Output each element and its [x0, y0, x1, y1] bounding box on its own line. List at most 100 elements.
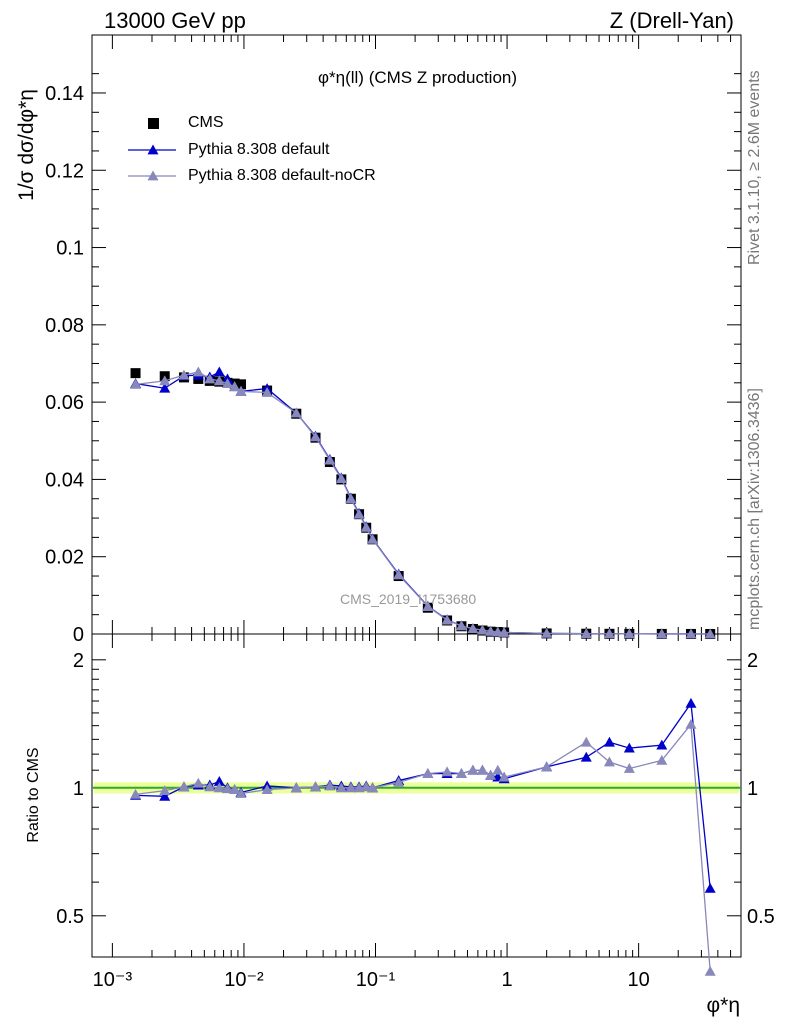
- main-series-point: [178, 369, 190, 380]
- ratio-series-point: [345, 782, 357, 793]
- main-series-point: [290, 407, 302, 418]
- main-series-point: [685, 628, 697, 639]
- legend-nocr: Pythia 8.308 default-noCR: [188, 167, 376, 184]
- legend-default: Pythia 8.308 default: [188, 141, 330, 158]
- header-left: 13000 GeV pp: [104, 8, 246, 33]
- ratio-series-point: [656, 739, 668, 750]
- main-series-point: [498, 626, 510, 637]
- ratio-series-point: [204, 781, 216, 792]
- main-series-point: [222, 378, 234, 388]
- main-series-point: [345, 493, 357, 504]
- ratio-series-point: [159, 790, 171, 801]
- main-series-point: [213, 375, 225, 386]
- main-series-point: [310, 431, 322, 442]
- ratio-series-point: [393, 776, 405, 787]
- y-tick-label: 0.14: [45, 83, 84, 105]
- main-series-point: [656, 628, 668, 639]
- main-series-point: [324, 454, 336, 465]
- plot-title: φ*η(ll) (CMS Z production): [318, 68, 517, 88]
- ratio-series-point: [704, 965, 716, 976]
- main-series-point: [235, 385, 247, 396]
- main-series-point: [159, 382, 171, 393]
- main-series-point: [335, 473, 347, 484]
- main-series-point: [229, 381, 241, 392]
- ratio-series-point: [485, 769, 497, 780]
- legend-default-marker: [147, 144, 159, 155]
- ratio-y-tick-label-right: 0.5: [747, 906, 775, 928]
- y-tick-label: 0.08: [45, 315, 84, 337]
- legend-cms-marker: [148, 118, 159, 129]
- cms-data-point: [130, 368, 141, 379]
- x-tick-label: 10⁻²: [224, 969, 264, 991]
- ratio-y-tick-label-right: 2: [747, 650, 758, 672]
- ratio-series-point: [623, 763, 635, 773]
- x-axis-title: φ*η: [707, 994, 740, 1017]
- ratio-series-point: [492, 764, 504, 775]
- main-series-point: [192, 366, 204, 377]
- legend-nocr-marker: [147, 170, 159, 181]
- main-series-point: [367, 533, 379, 544]
- main-series-point: [213, 366, 225, 377]
- ratio-series-point: [623, 742, 635, 753]
- ratio-series-point: [130, 788, 142, 799]
- ratio-series-point: [476, 764, 488, 775]
- ratio-series-point: [704, 882, 716, 893]
- ratio-series-point: [235, 787, 247, 798]
- y-tick-label: 0.02: [45, 547, 84, 569]
- main-series-point: [603, 628, 615, 639]
- ratio-series-point: [310, 781, 322, 792]
- rivet-label: Rivet 3.1.10, ≥ 2.6M events: [746, 70, 763, 265]
- ratio-series-point: [580, 751, 592, 762]
- ratio-series-point: [603, 756, 615, 767]
- ratio-series-point: [367, 782, 379, 793]
- analysis-watermark: CMS_2019_I1753680: [340, 591, 477, 607]
- main-series-point: [422, 601, 434, 611]
- ratio-y-tick-label: 1: [73, 778, 84, 800]
- main-series-point: [580, 628, 592, 639]
- main-series-point: [485, 625, 497, 636]
- ratio-frame-box: [91, 633, 742, 958]
- ratio-series-point: [159, 785, 171, 795]
- main-series-point: [441, 614, 453, 625]
- main-series-point: [360, 521, 372, 532]
- x-tick-label: 1: [502, 969, 513, 991]
- cms-data-point: [236, 379, 247, 390]
- ratio-series-point: [541, 761, 553, 772]
- legend-cms: CMS: [188, 114, 224, 131]
- y-axis-title: 1/σ dσ/dφ*η: [15, 89, 38, 201]
- ratio-series-point: [335, 782, 347, 793]
- ratio-series-point: [324, 780, 336, 791]
- ratio-series-point: [261, 784, 273, 795]
- ratio-y-tick-label: 0.5: [56, 906, 84, 928]
- main-series-point: [353, 508, 365, 519]
- plot-title-text: φ*η(ll) (CMS Z production): [318, 68, 518, 87]
- main-series-line: [135, 371, 711, 635]
- main-series-point: [130, 378, 142, 389]
- x-tick-label: 10⁻³: [93, 969, 133, 991]
- ratio-series-point: [580, 736, 592, 747]
- ratio-series-point: [222, 783, 234, 794]
- ratio-y-tick-label: 2: [73, 650, 84, 672]
- ratio-series-point: [498, 771, 510, 782]
- y-tick-label: 0: [73, 624, 84, 646]
- main-series-point: [623, 628, 635, 639]
- ratio-series-point: [441, 766, 453, 777]
- ratio-y-tick-label-right: 1: [747, 778, 758, 800]
- ratio-series-point: [229, 784, 241, 795]
- y-tick-label: 0.12: [45, 160, 84, 182]
- mcplots-label: mcplots.cern.ch [arXiv:1306.3436]: [746, 388, 763, 630]
- ratio-series-point: [178, 781, 190, 792]
- ratio-series-point: [603, 736, 615, 747]
- ratio-series-point: [290, 782, 302, 793]
- y-tick-label: 0.1: [56, 238, 84, 260]
- ratio-series-line: [135, 722, 711, 972]
- ratio-series-point: [656, 754, 668, 765]
- x-tick-label: 10: [628, 969, 650, 991]
- main-series-point: [393, 569, 405, 580]
- ratio-series-point: [685, 718, 697, 729]
- main-series-point: [541, 627, 553, 638]
- header-right: Z (Drell-Yan): [609, 8, 734, 33]
- ratio-series-point: [685, 697, 697, 708]
- ratio-series-point: [422, 768, 434, 778]
